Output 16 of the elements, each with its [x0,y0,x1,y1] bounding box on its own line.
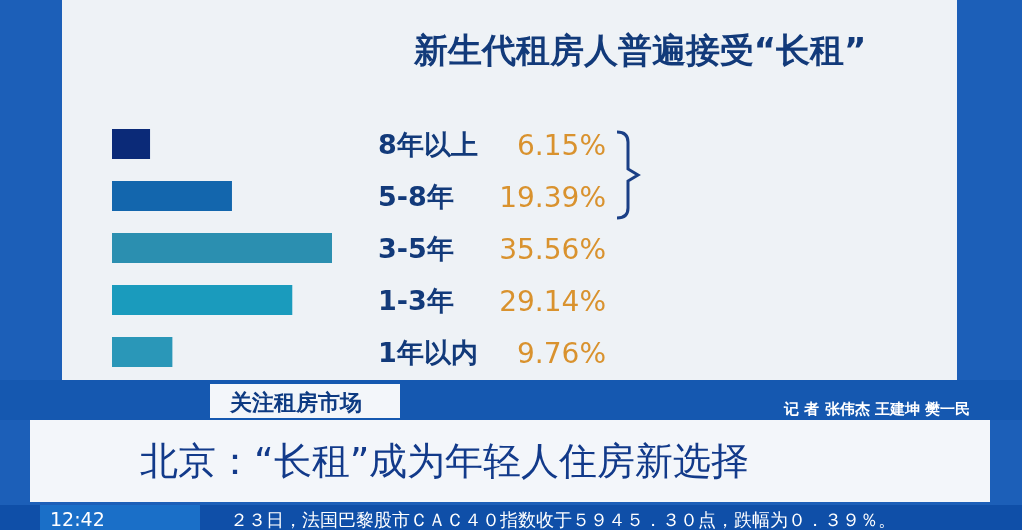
y-tick-label: 1年以内 [378,337,478,368]
data-label: 19.39% [499,181,606,214]
text: 新生代租房人普遍接受“长租” [412,30,867,70]
data-label: 35.56% [499,233,606,266]
text: 12:42 [50,508,105,530]
data-label: 6.15% [517,129,606,162]
text: 北京：“长租”成为年轻人住房新选择 [140,439,750,483]
y-tick-label: 8年以上 [378,129,478,160]
data-label: 9.76% [517,337,606,370]
data-label: 29.14% [499,285,606,318]
y-tick-label: 3-5年 [378,233,454,264]
y-tick-label: 1-3年 [378,285,454,316]
text: 关注租房市场 [229,390,362,415]
y-tick-label: 5-8年 [378,181,454,212]
text: ２３日，法国巴黎股市ＣＡＣ４０指数收于５９４５．３０点，跌幅为０．３９％。 [230,509,896,530]
text: 记 者 张伟杰 王建坤 樊一民 [783,400,970,418]
